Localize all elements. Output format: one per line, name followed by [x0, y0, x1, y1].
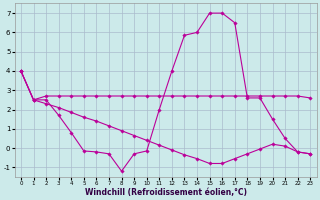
X-axis label: Windchill (Refroidissement éolien,°C): Windchill (Refroidissement éolien,°C)	[84, 188, 247, 197]
